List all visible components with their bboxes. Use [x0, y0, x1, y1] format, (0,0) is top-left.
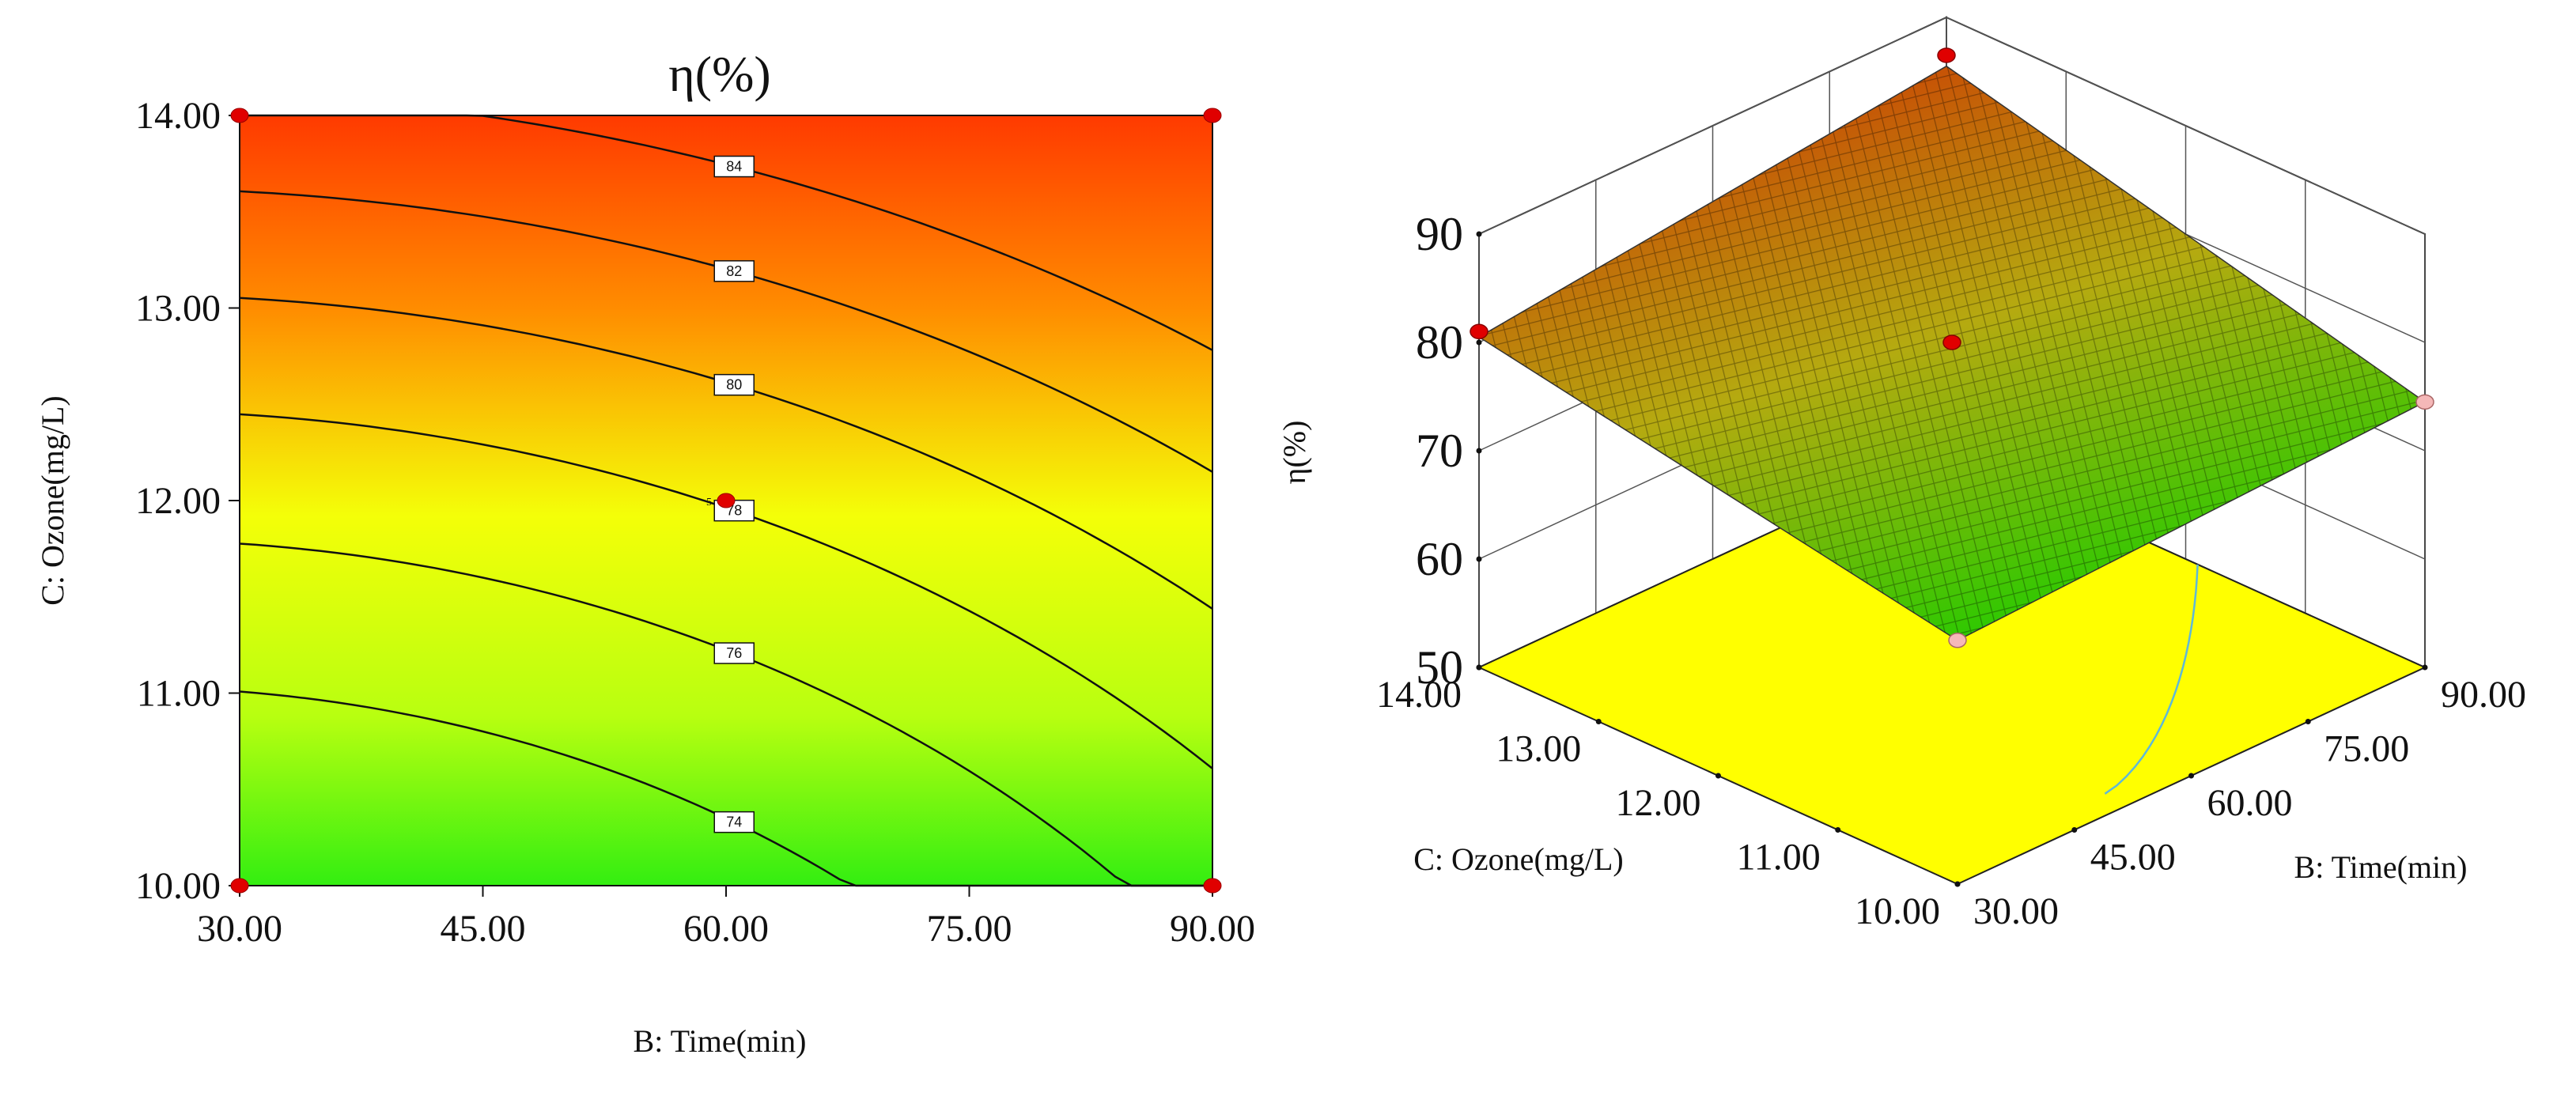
- design-point: [1203, 108, 1222, 123]
- contour-design-points: 5: [230, 108, 1222, 894]
- surface-design-points: [1470, 47, 2434, 648]
- surface-design-point: [1948, 633, 1967, 648]
- design-point: [1203, 878, 1222, 894]
- y-tick-label: 11.00: [137, 673, 221, 715]
- z-tick: [1476, 339, 1482, 346]
- contour-label-box: [713, 155, 755, 178]
- x-tick: [2071, 827, 2078, 833]
- surface-design-point: [2415, 394, 2434, 410]
- x-tick: [2305, 719, 2311, 724]
- surface-y-axis-label: C: Ozone(mg/L): [1413, 841, 1624, 877]
- center-run-count: 5: [706, 497, 712, 508]
- surface-plot: 50 60 70 80 90 10.00 11.00 12.00 13.00 14.00 30.00…: [1277, 16, 2526, 932]
- x-tick-label: 45.00: [441, 908, 526, 950]
- y-tick-label: 13.00: [1496, 728, 1581, 770]
- contour-label: 76: [726, 645, 742, 661]
- x-tick: [2422, 664, 2428, 671]
- z-tick-label: 50: [1416, 641, 1463, 694]
- contour-axes: 30.00 45.00 60.00 75.00 90.00 10.00 11.00 12.00…: [135, 95, 1255, 950]
- y-tick-label: 12.00: [1616, 782, 1701, 824]
- y-tick-label: 13.00: [135, 288, 221, 330]
- x-tick-label: 75.00: [927, 908, 1012, 950]
- x-tick-label: 90.00: [2441, 674, 2526, 716]
- z-tick-label: 60: [1416, 533, 1463, 585]
- design-point: [717, 493, 736, 508]
- y-tick-label: 12.00: [135, 480, 221, 522]
- contour-label: 84: [726, 159, 742, 175]
- y-tick-label: 14.00: [135, 95, 221, 137]
- y-tick: [1835, 827, 1841, 833]
- x-tick: [2188, 773, 2194, 779]
- contour-label-box: [713, 373, 755, 396]
- z-tick-label: 90: [1416, 208, 1463, 260]
- z-tick: [1476, 448, 1482, 454]
- surface-mesh: [1479, 66, 2425, 641]
- y-tick-label: 10.00: [135, 865, 221, 907]
- x-tick-label: 30.00: [1973, 890, 2059, 932]
- contour-label-box: [713, 260, 755, 282]
- x-tick-label: 60.00: [683, 908, 769, 950]
- x-tick-label: 75.00: [2324, 728, 2409, 770]
- contour-label: 80: [726, 377, 742, 393]
- surface-design-point: [1937, 47, 1956, 63]
- surface-design-point: [1942, 334, 1961, 350]
- x-tick-label: 30.00: [197, 908, 282, 950]
- floor-contour: [2104, 564, 2199, 795]
- contour-x-axis-label: B: Time(min): [634, 1023, 807, 1059]
- x-tick-label: 90.00: [1170, 908, 1255, 950]
- contour-y-axis-label: C: Ozone(mg/L): [35, 395, 70, 606]
- z-tick-label: 80: [1416, 316, 1463, 368]
- y-tick-label: 10.00: [1855, 890, 1940, 932]
- y-tick-label: 11.00: [1737, 837, 1821, 879]
- surface-x-axis-label: B: Time(min): [2294, 849, 2468, 885]
- surface-axes: 50 60 70 80 90 10.00 11.00 12.00 13.00 14.00 30.00…: [1376, 208, 2526, 932]
- contour-title: η(%): [668, 46, 770, 102]
- y-tick-label: 14.00: [1376, 674, 1462, 716]
- y-tick: [1715, 773, 1721, 779]
- x-tick: [1954, 881, 1961, 887]
- z-tick: [1476, 556, 1482, 562]
- z-tick: [1476, 231, 1482, 237]
- x-tick-label: 60.00: [2207, 782, 2293, 824]
- z-tick-label: 70: [1416, 425, 1463, 477]
- contour-label-box: [713, 642, 755, 664]
- x-tick-label: 45.00: [2090, 837, 2176, 879]
- surface-design-point: [1470, 323, 1488, 340]
- contour-label: 74: [726, 814, 742, 830]
- design-point: [230, 878, 249, 894]
- contour-label-box: [713, 811, 755, 833]
- y-tick: [1476, 664, 1482, 671]
- y-tick: [1595, 719, 1602, 724]
- surface-z-axis-label: η(%): [1277, 421, 1312, 485]
- design-point: [230, 108, 249, 123]
- contour-label: 82: [726, 263, 742, 279]
